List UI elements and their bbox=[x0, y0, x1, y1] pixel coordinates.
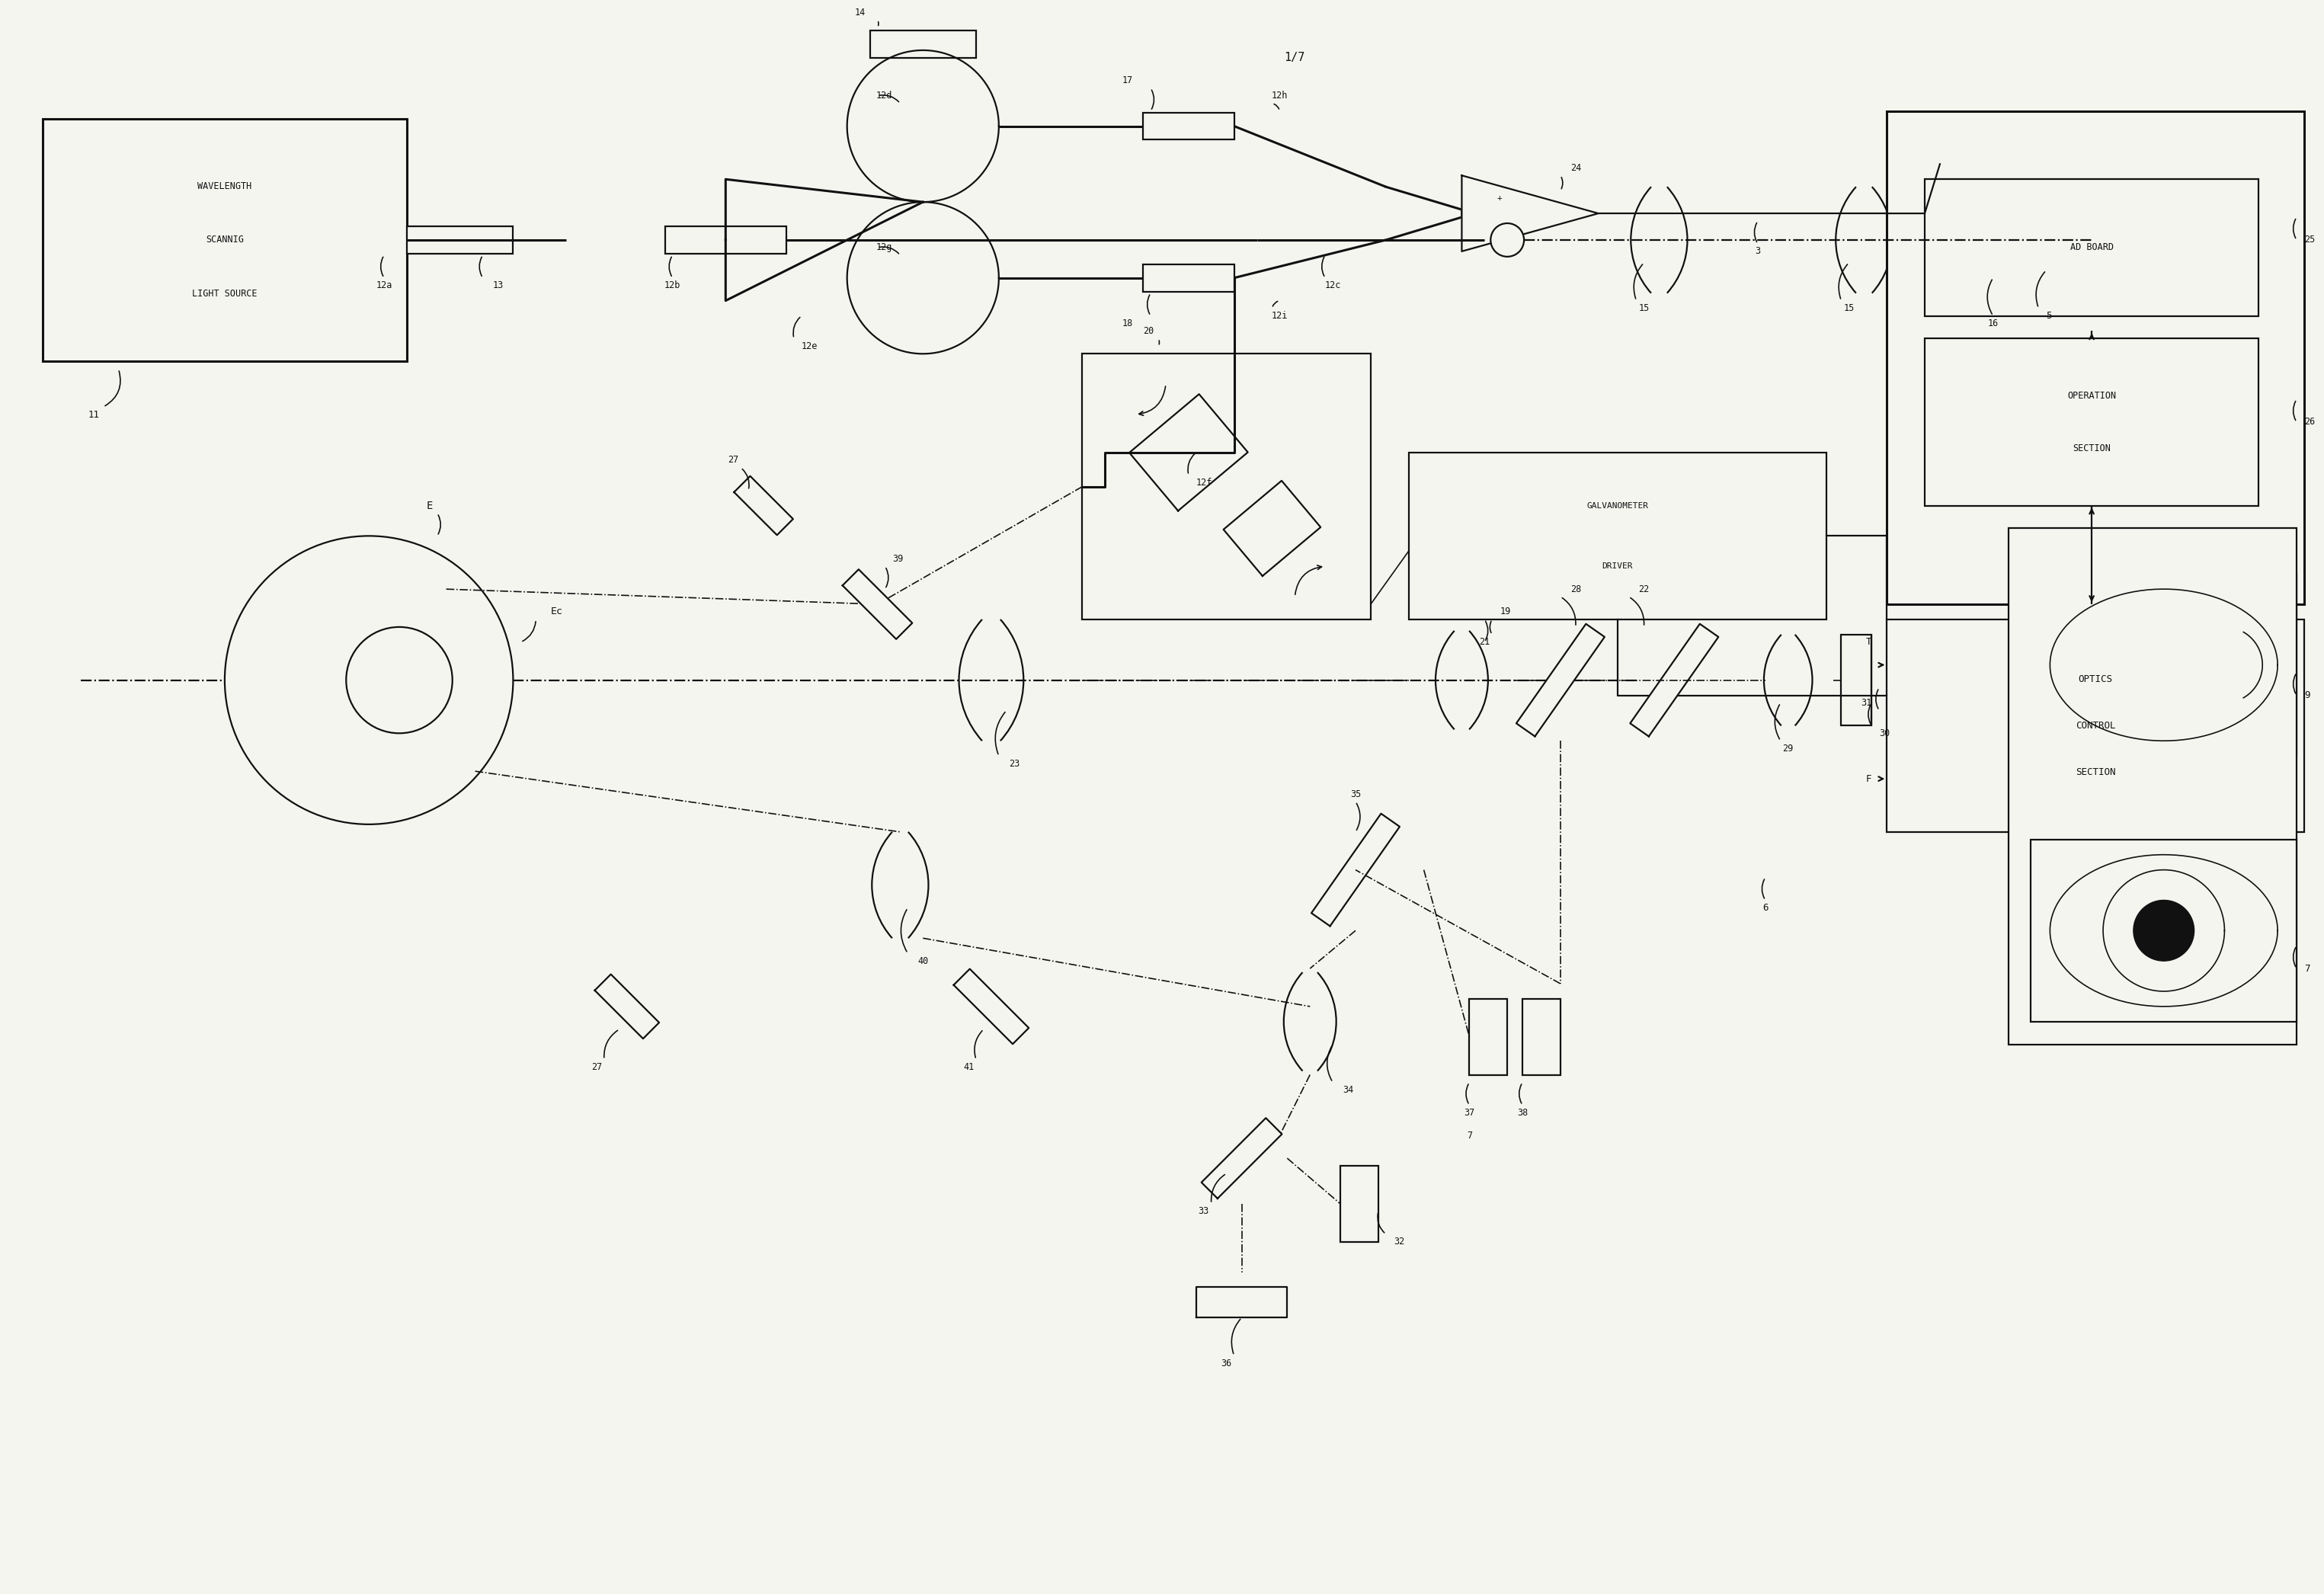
Bar bbox=[1083, 354, 1371, 620]
Circle shape bbox=[1490, 223, 1525, 257]
Text: OPTICS: OPTICS bbox=[2078, 674, 2113, 684]
Text: 28: 28 bbox=[1571, 583, 1580, 595]
Text: −: − bbox=[1497, 225, 1501, 233]
Bar bbox=[1924, 179, 2259, 316]
Text: AD BOARD: AD BOARD bbox=[2071, 242, 2113, 252]
Text: Ec: Ec bbox=[551, 607, 562, 617]
Text: 19: 19 bbox=[1499, 607, 1511, 617]
Text: CONTROL: CONTROL bbox=[2075, 720, 2115, 730]
Text: 15: 15 bbox=[1638, 303, 1650, 312]
Bar bbox=[2031, 840, 2296, 1022]
Polygon shape bbox=[1311, 813, 1399, 926]
Bar bbox=[665, 226, 786, 253]
Text: 12f: 12f bbox=[1197, 478, 1213, 488]
Text: 13: 13 bbox=[493, 281, 504, 290]
Text: 18: 18 bbox=[1122, 319, 1134, 328]
Polygon shape bbox=[1129, 394, 1248, 510]
Text: 12g: 12g bbox=[876, 242, 892, 252]
Text: F: F bbox=[1866, 773, 1871, 784]
Text: E: E bbox=[425, 501, 432, 512]
Text: 25: 25 bbox=[2303, 234, 2315, 245]
Bar bbox=[1841, 634, 1871, 725]
Bar bbox=[1978, 186, 2008, 293]
Text: SECTION: SECTION bbox=[2075, 767, 2115, 778]
Text: 38: 38 bbox=[1518, 1108, 1527, 1117]
Bar bbox=[1469, 999, 1508, 1074]
Bar bbox=[2008, 528, 2296, 1044]
Text: 14: 14 bbox=[855, 8, 865, 18]
Text: 24: 24 bbox=[1571, 163, 1580, 172]
Text: 33: 33 bbox=[1199, 1207, 1208, 1216]
Text: 37: 37 bbox=[1464, 1108, 1476, 1117]
Text: 15: 15 bbox=[1843, 303, 1855, 312]
Polygon shape bbox=[1629, 623, 1717, 736]
Text: GALVANOMETER: GALVANOMETER bbox=[1587, 502, 1648, 510]
Polygon shape bbox=[953, 969, 1030, 1044]
Polygon shape bbox=[1462, 175, 1599, 252]
Text: 3: 3 bbox=[1755, 247, 1762, 257]
Bar bbox=[1143, 265, 1234, 292]
Text: 26: 26 bbox=[2303, 418, 2315, 427]
Text: +: + bbox=[1497, 194, 1501, 202]
Text: 12c: 12c bbox=[1325, 281, 1341, 290]
Text: 17: 17 bbox=[1122, 75, 1134, 86]
Text: 9: 9 bbox=[2303, 690, 2310, 700]
Bar bbox=[42, 118, 407, 362]
Polygon shape bbox=[1515, 623, 1604, 736]
Text: DRIVER: DRIVER bbox=[1601, 563, 1634, 571]
Bar bbox=[1143, 113, 1234, 140]
Text: 23: 23 bbox=[1009, 759, 1020, 768]
Text: 16: 16 bbox=[1987, 319, 1999, 328]
Text: 12a: 12a bbox=[376, 281, 393, 290]
Text: OPERATION: OPERATION bbox=[2068, 391, 2117, 400]
Text: 39: 39 bbox=[892, 553, 904, 564]
Text: 41: 41 bbox=[962, 1062, 974, 1073]
Text: 27: 27 bbox=[590, 1062, 602, 1073]
Text: 12b: 12b bbox=[665, 281, 681, 290]
Polygon shape bbox=[734, 477, 792, 536]
Text: 12d: 12d bbox=[876, 91, 892, 100]
Text: LIGHT SOURCE: LIGHT SOURCE bbox=[193, 289, 258, 298]
Polygon shape bbox=[1202, 1117, 1283, 1199]
Text: WAVELENGTH: WAVELENGTH bbox=[198, 182, 251, 191]
Text: 32: 32 bbox=[1394, 1237, 1404, 1247]
Text: SECTION: SECTION bbox=[2073, 443, 2110, 454]
Text: T: T bbox=[1866, 638, 1871, 647]
Text: 34: 34 bbox=[1343, 1086, 1353, 1095]
Text: 1/7: 1/7 bbox=[1285, 53, 1306, 64]
Text: 5: 5 bbox=[2045, 311, 2052, 320]
Polygon shape bbox=[1222, 481, 1320, 575]
Text: 31: 31 bbox=[1862, 698, 1871, 708]
Text: 22: 22 bbox=[1638, 583, 1650, 595]
Text: 12h: 12h bbox=[1271, 91, 1287, 100]
Bar bbox=[2031, 574, 2296, 756]
Text: 21: 21 bbox=[1478, 638, 1490, 647]
Bar bbox=[1887, 112, 2303, 604]
Bar bbox=[1341, 1165, 1378, 1242]
Circle shape bbox=[2133, 901, 2194, 961]
Polygon shape bbox=[1197, 1288, 1287, 1318]
Bar bbox=[869, 30, 976, 57]
Bar bbox=[1408, 453, 1827, 620]
Text: 36: 36 bbox=[1220, 1358, 1232, 1368]
Text: 30: 30 bbox=[1880, 728, 1889, 738]
Bar bbox=[1924, 338, 2259, 505]
Text: 29: 29 bbox=[1783, 743, 1794, 754]
Text: 6: 6 bbox=[1762, 902, 1769, 913]
Bar bbox=[1522, 999, 1559, 1074]
Text: 40: 40 bbox=[918, 956, 927, 966]
Text: 12i: 12i bbox=[1271, 311, 1287, 320]
Text: 35: 35 bbox=[1350, 789, 1362, 799]
Polygon shape bbox=[595, 974, 660, 1039]
Polygon shape bbox=[844, 569, 913, 639]
Bar bbox=[1887, 620, 2303, 832]
Text: 12e: 12e bbox=[802, 341, 818, 351]
Text: 7: 7 bbox=[1466, 1130, 1471, 1140]
Text: 27: 27 bbox=[727, 456, 739, 465]
Text: 20: 20 bbox=[1143, 327, 1155, 336]
Text: 7: 7 bbox=[2303, 963, 2310, 974]
Text: 11: 11 bbox=[88, 410, 100, 419]
Bar bbox=[407, 226, 514, 253]
Text: SCANNIG: SCANNIG bbox=[207, 234, 244, 245]
